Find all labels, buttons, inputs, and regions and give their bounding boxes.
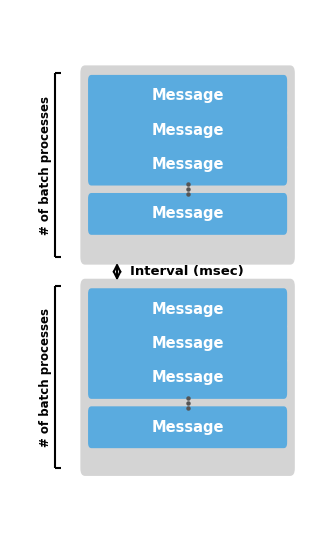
FancyBboxPatch shape (88, 288, 287, 330)
FancyBboxPatch shape (88, 406, 287, 448)
FancyBboxPatch shape (88, 193, 287, 235)
Text: Message: Message (151, 157, 224, 172)
Text: # of batch processes: # of batch processes (39, 308, 52, 447)
FancyBboxPatch shape (88, 323, 287, 364)
Text: Message: Message (151, 371, 224, 385)
FancyBboxPatch shape (88, 357, 287, 399)
Text: # of batch processes: # of batch processes (39, 96, 52, 235)
Text: Message: Message (151, 123, 224, 138)
Text: Message: Message (151, 88, 224, 103)
FancyBboxPatch shape (80, 66, 295, 265)
FancyBboxPatch shape (80, 279, 295, 476)
FancyBboxPatch shape (88, 75, 287, 117)
Text: Message: Message (151, 207, 224, 222)
Text: Message: Message (151, 420, 224, 435)
Text: Message: Message (151, 336, 224, 351)
Text: Message: Message (151, 302, 224, 317)
FancyBboxPatch shape (88, 109, 287, 151)
Text: Interval (msec): Interval (msec) (130, 265, 244, 278)
FancyBboxPatch shape (88, 144, 287, 186)
